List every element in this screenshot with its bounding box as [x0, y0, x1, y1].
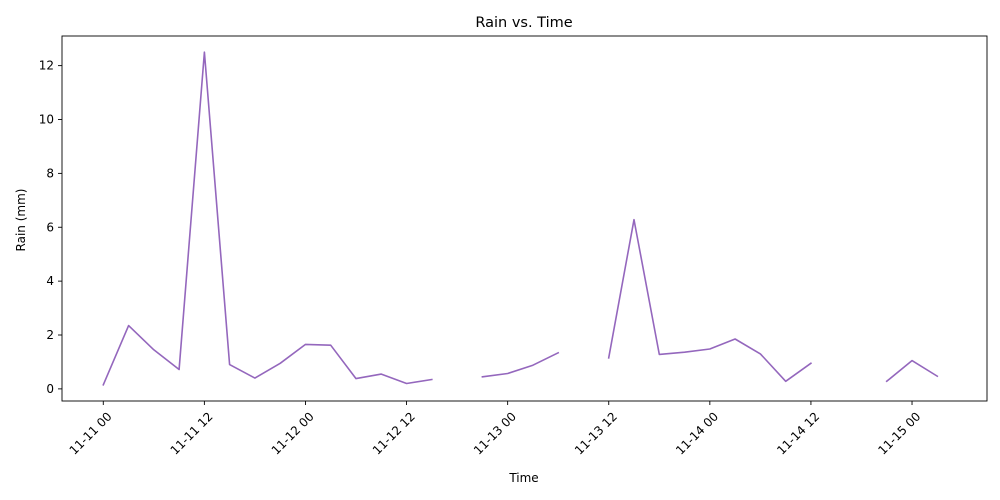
x-tick-label: 11-13 12	[572, 409, 620, 457]
x-axis-label: Time	[508, 471, 538, 485]
x-tick-label: 11-11 12	[168, 409, 216, 457]
x-tick-label: 11-14 12	[774, 409, 822, 457]
rain-series-segment-3	[607, 218, 813, 383]
chart-title: Rain vs. Time	[475, 15, 572, 31]
x-tick-label: 11-13 00	[471, 409, 519, 457]
x-tick-label: 11-12 00	[269, 409, 317, 457]
y-tick-label: 2	[46, 328, 54, 342]
y-tick-label: 10	[39, 113, 54, 127]
y-axis-label: Rain (mm)	[14, 189, 28, 252]
y-tick-label: 6	[46, 220, 54, 234]
y-tick-label: 12	[39, 59, 54, 73]
y-tick-label: 4	[46, 274, 54, 288]
x-tick-label: 11-11 00	[67, 409, 115, 457]
x-tick-label: 11-14 00	[673, 409, 721, 457]
x-tick-label: 11-15 00	[875, 409, 923, 457]
y-tick-label: 0	[46, 382, 54, 396]
y-tick-label: 8	[46, 166, 54, 180]
x-tick-label: 11-12 12	[370, 409, 418, 457]
rain-series-segment-2	[481, 351, 560, 378]
axes-frame	[61, 35, 988, 402]
rain-series-segment-1	[102, 51, 433, 386]
rain-series-segment-4	[885, 359, 939, 383]
plot-area: 0 2 4 6 8 10 12 11-11 00 11-11 12 11-12 00 11-12 1…	[39, 35, 988, 457]
